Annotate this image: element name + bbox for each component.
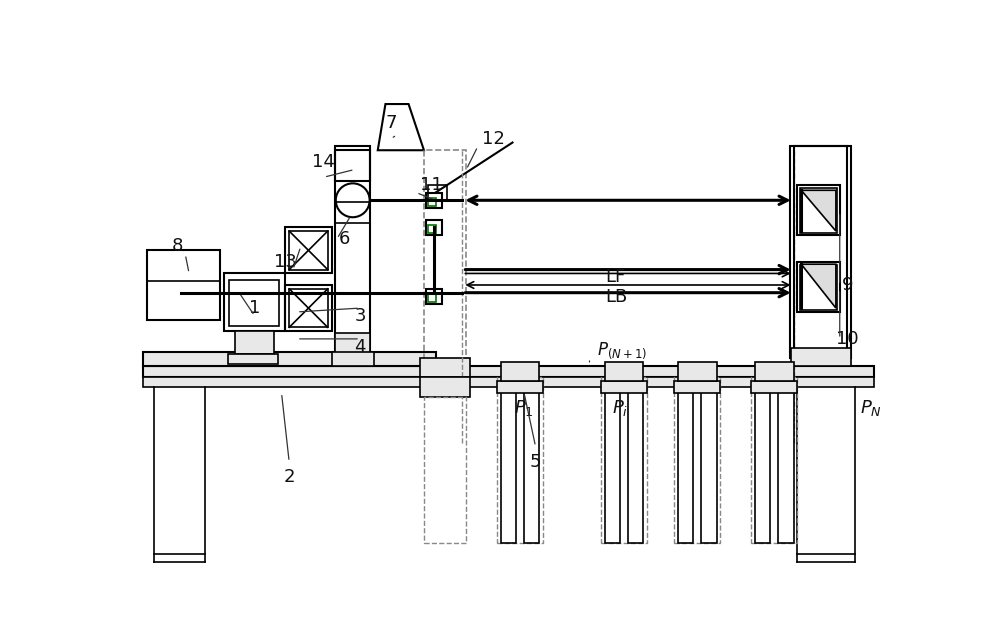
Bar bbox=[428, 185, 447, 200]
Text: 12: 12 bbox=[482, 130, 505, 148]
Bar bbox=[143, 366, 874, 377]
Bar bbox=[751, 381, 797, 393]
Bar bbox=[424, 150, 466, 366]
Bar bbox=[289, 231, 328, 270]
Bar bbox=[794, 146, 847, 354]
Text: 8: 8 bbox=[172, 237, 183, 256]
Text: 14: 14 bbox=[312, 153, 335, 171]
Bar bbox=[755, 362, 794, 381]
Bar bbox=[701, 381, 717, 543]
Bar bbox=[426, 193, 442, 208]
Bar bbox=[143, 377, 874, 387]
Text: 4: 4 bbox=[354, 338, 366, 356]
Bar bbox=[678, 362, 717, 381]
Bar bbox=[778, 381, 794, 543]
Bar bbox=[674, 377, 720, 543]
Text: 7: 7 bbox=[385, 114, 397, 132]
Bar bbox=[335, 150, 370, 364]
Bar bbox=[501, 362, 539, 381]
Bar bbox=[751, 377, 797, 543]
Polygon shape bbox=[801, 190, 836, 231]
Bar bbox=[601, 377, 647, 543]
Bar bbox=[332, 352, 374, 366]
Bar bbox=[628, 381, 643, 543]
Text: 13: 13 bbox=[274, 253, 297, 271]
Bar bbox=[228, 354, 278, 364]
Text: $P_{(N+1)}$: $P_{(N+1)}$ bbox=[597, 340, 648, 361]
Bar bbox=[524, 381, 539, 543]
Bar bbox=[755, 381, 770, 543]
Bar bbox=[601, 381, 647, 393]
Text: $P_1$: $P_1$ bbox=[514, 398, 534, 418]
Bar bbox=[335, 333, 370, 364]
Polygon shape bbox=[801, 264, 836, 308]
Bar bbox=[420, 377, 470, 397]
Text: 9: 9 bbox=[842, 276, 853, 294]
Bar bbox=[289, 289, 328, 328]
Bar bbox=[426, 289, 442, 304]
Bar bbox=[678, 381, 693, 543]
Bar bbox=[143, 352, 436, 366]
Bar bbox=[800, 265, 837, 310]
Text: $P_i$: $P_i$ bbox=[612, 398, 628, 418]
Bar bbox=[235, 331, 274, 354]
Bar bbox=[674, 381, 720, 393]
Bar bbox=[797, 185, 840, 235]
Bar bbox=[424, 397, 466, 543]
Text: 1: 1 bbox=[249, 299, 260, 317]
Bar bbox=[428, 198, 436, 205]
Bar bbox=[147, 251, 220, 320]
Bar bbox=[790, 146, 851, 358]
Bar bbox=[285, 285, 332, 331]
Bar bbox=[426, 219, 442, 235]
Bar bbox=[605, 381, 620, 543]
Text: 11: 11 bbox=[420, 176, 443, 194]
Text: LF: LF bbox=[605, 268, 625, 286]
Bar bbox=[501, 381, 516, 543]
Bar bbox=[797, 262, 840, 312]
Bar bbox=[420, 358, 470, 377]
Bar bbox=[800, 188, 837, 233]
Bar bbox=[224, 273, 285, 331]
Bar bbox=[229, 280, 279, 326]
Bar bbox=[497, 381, 543, 393]
Text: LB: LB bbox=[605, 287, 627, 305]
Bar bbox=[285, 227, 332, 273]
Text: 3: 3 bbox=[354, 307, 366, 325]
Text: 2: 2 bbox=[283, 469, 295, 487]
Text: $P_N$: $P_N$ bbox=[860, 398, 882, 418]
Text: 6: 6 bbox=[339, 230, 350, 248]
Bar bbox=[605, 362, 643, 381]
Bar bbox=[428, 294, 436, 302]
Bar bbox=[335, 202, 370, 223]
Bar bbox=[428, 225, 436, 233]
Text: 5: 5 bbox=[530, 453, 541, 471]
Text: 10: 10 bbox=[836, 330, 859, 348]
Bar bbox=[335, 146, 370, 181]
Bar bbox=[791, 348, 851, 366]
Bar bbox=[497, 377, 543, 543]
